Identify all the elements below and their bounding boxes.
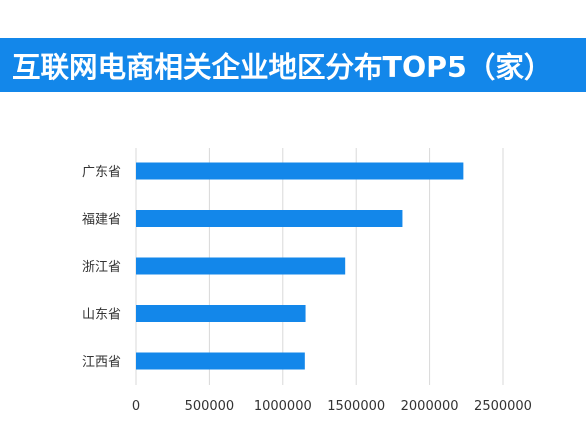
bar-3 [136, 305, 306, 322]
category-label: 广东省 [82, 165, 121, 180]
x-tick-label: 2000000 [401, 399, 459, 414]
bar-0 [136, 162, 464, 180]
category-label: 浙江省 [82, 260, 121, 275]
x-tick-label: 2500000 [474, 399, 532, 414]
bar-4 [136, 352, 305, 370]
x-tick-label: 1500000 [327, 399, 385, 414]
x-tick-label: 500000 [185, 399, 235, 414]
x-axis-tick-labels: 0 500000 1000000 1500000 2000000 2500000 [132, 399, 532, 414]
chart-title: 互联网电商相关企业地区分布TOP5（家） [12, 50, 553, 84]
x-tick-label: 1000000 [254, 399, 312, 414]
category-label: 山东省 [82, 308, 121, 323]
category-label: 江西省 [82, 355, 121, 370]
bar-2 [136, 257, 346, 275]
x-tick-label: 0 [132, 399, 140, 414]
category-label: 福建省 [82, 213, 121, 228]
bar-1 [136, 210, 403, 227]
title-banner: 互联网电商相关企业地区分布TOP5（家） [0, 38, 586, 92]
bars [136, 162, 464, 370]
